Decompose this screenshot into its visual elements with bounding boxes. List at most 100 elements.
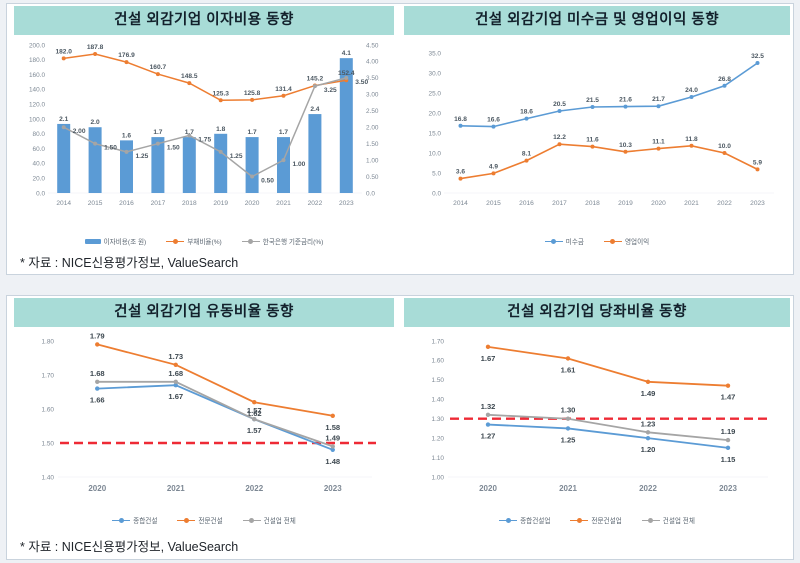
svg-text:2021: 2021 [167,484,185,493]
svg-text:21.6: 21.6 [619,97,632,104]
svg-text:80.0: 80.0 [33,131,46,138]
chart-title-current-ratio: 건설 외감기업 유동비율 동향 [14,298,394,327]
bottom-panel [6,295,794,560]
svg-text:24.0: 24.0 [685,87,698,94]
svg-text:1.70: 1.70 [42,372,55,379]
bar-2016 [120,140,133,193]
svg-text:125.3: 125.3 [212,90,229,97]
legend-item-quick-ratio-1[interactable]: 전문건설업 [570,515,622,525]
svg-text:15.0: 15.0 [429,130,442,137]
svg-text:1.80: 1.80 [42,338,55,345]
svg-text:4.00: 4.00 [366,59,379,66]
legend-item-current-ratio-2[interactable]: 건설업 전체 [242,515,296,525]
svg-text:2022: 2022 [639,484,657,493]
svg-text:2021: 2021 [684,200,699,207]
svg-text:1.25: 1.25 [136,153,149,160]
svg-text:1.20: 1.20 [432,435,445,442]
legend-interest-cost: 이자비용(조 원) 부채비율(%) 한국은행 기준금리(%) [14,233,394,249]
legend-swatch-line-icon [166,238,185,245]
legend-label: 한국은행 기준금리(%) [262,239,324,246]
legend-item-interest-cost-1[interactable]: 부채비율(%) [166,236,222,246]
svg-text:100.0: 100.0 [29,116,45,123]
svg-text:1.00: 1.00 [432,474,445,481]
svg-text:1.32: 1.32 [481,402,496,411]
bar-2019 [214,133,228,193]
legend-swatch-bar-icon [84,238,101,244]
line-한국은행 기준금리(%) [63,77,347,178]
chart-card-interest-cost: 건설 외감기업 이자비용 동향 0.0 20.0 40.0 60.0 80.0 100.0… [14,6,394,251]
svg-text:11.6: 11.6 [586,137,599,144]
svg-text:1.30: 1.30 [432,416,445,423]
svg-text:131.4: 131.4 [275,86,292,93]
svg-text:3.00: 3.00 [366,92,379,99]
svg-text:3.6: 3.6 [456,169,465,176]
svg-text:4.50: 4.50 [366,42,379,49]
bar-2018 [182,137,196,193]
svg-text:1.27: 1.27 [481,432,496,441]
legend-item-interest-cost-0[interactable]: 이자비용(조 원) [84,236,146,246]
svg-text:2023: 2023 [339,200,354,207]
svg-text:2014: 2014 [56,200,71,207]
svg-text:0.0: 0.0 [366,190,375,197]
svg-text:1.10: 1.10 [432,455,445,462]
legend-current-ratio: 종합건설 전문건설 건설업 전체 [14,512,394,528]
svg-text:1.67: 1.67 [481,354,496,363]
svg-text:0.0: 0.0 [36,190,45,197]
svg-text:1.7: 1.7 [153,129,162,136]
line-건설업 전체 [97,380,334,448]
source-note-bottom: * 자료 : NICE신용평가정보, ValueSearch [20,540,239,554]
svg-text:1.25: 1.25 [561,435,577,444]
svg-text:1.19: 1.19 [721,427,736,436]
svg-text:1.58: 1.58 [325,423,340,432]
svg-text:18.6: 18.6 [520,109,533,116]
legend-label: 건설업 전체 [263,518,296,525]
legend-item-current-ratio-0[interactable]: 종합건설 [112,515,157,525]
svg-text:2015: 2015 [486,200,501,207]
svg-text:2017: 2017 [151,200,166,207]
svg-text:1.30: 1.30 [561,406,576,415]
svg-text:1.50: 1.50 [42,440,55,447]
chart-card-receivables: 건설 외감기업 미수금 및 영업이익 동향 0.0 5.0 10.0 15.0 20.0… [404,6,790,251]
legend-swatch-line-icon [177,517,196,524]
svg-text:200.0: 200.0 [29,42,45,49]
plot-receivables: 0.0 5.0 10.0 15.0 20.0 25.0 30.0 35.0 16.8 16.6 18… [404,35,790,233]
svg-text:1.15: 1.15 [721,455,737,464]
svg-text:3.25: 3.25 [324,87,337,94]
svg-text:2020: 2020 [245,200,260,207]
bar-2021 [277,137,290,193]
svg-text:3.50: 3.50 [355,79,368,86]
legend-item-quick-ratio-2[interactable]: 건설업 전체 [641,515,695,525]
svg-text:1.50: 1.50 [366,141,379,148]
legend-item-quick-ratio-0[interactable]: 종합건설업 [499,515,550,525]
svg-text:0.50: 0.50 [366,174,379,181]
svg-text:1.60: 1.60 [42,406,55,413]
legend-item-interest-cost-2[interactable]: 한국은행 기준금리(%) [241,236,324,246]
svg-text:2020: 2020 [88,484,106,493]
svg-text:1.25: 1.25 [230,153,243,160]
svg-text:145.2: 145.2 [307,76,324,83]
svg-text:1.50: 1.50 [167,145,180,152]
line-영업이익 [460,143,758,180]
svg-text:11.8: 11.8 [685,136,698,143]
svg-text:5.0: 5.0 [432,170,441,177]
legend-item-receivables-operating-profit-1[interactable]: 영업이익 [603,236,649,246]
svg-text:1.50: 1.50 [432,377,445,384]
svg-text:32.5: 32.5 [751,53,764,60]
svg-text:182.0: 182.0 [55,48,72,55]
plot-interest-cost: 0.0 20.0 40.0 60.0 80.0 100.0 120.0 140.0 160.0 1… [14,35,394,233]
chart-title-interest-cost: 건설 외감기업 이자비용 동향 [14,6,394,35]
svg-text:2020: 2020 [651,200,666,207]
svg-text:60.0: 60.0 [33,146,46,153]
svg-text:1.68: 1.68 [168,369,183,378]
chart-title-quick-ratio: 건설 외감기업 당좌비율 동향 [404,298,790,327]
svg-text:11.1: 11.1 [652,139,665,146]
legend-label: 종합건설업 [520,518,551,525]
svg-text:1.62: 1.62 [247,409,262,418]
svg-text:2022: 2022 [717,200,732,207]
svg-text:1.48: 1.48 [325,457,340,466]
chart-card-current-ratio: 건설 외감기업 유동비율 동향 1.40 1.50 1.60 1.70 1.80 1.66… [14,298,394,530]
svg-text:2.0: 2.0 [91,119,100,126]
legend-item-receivables-operating-profit-0[interactable]: 미수금 [544,236,584,246]
legend-item-current-ratio-1[interactable]: 전문건설 [177,515,223,525]
line-건설업 전체 [487,413,729,441]
